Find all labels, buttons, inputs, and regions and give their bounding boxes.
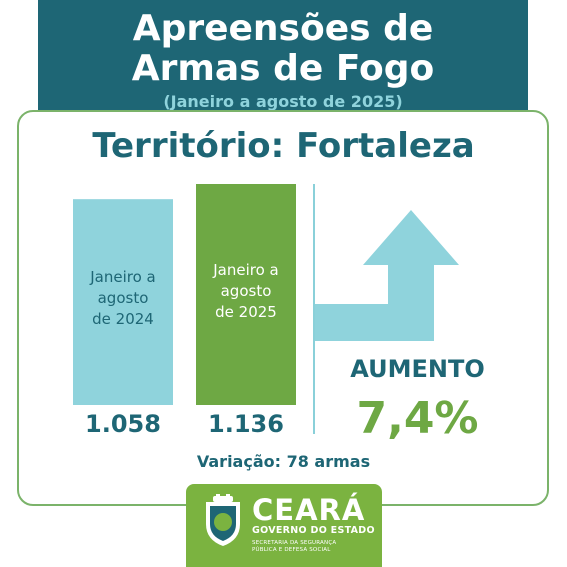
territory-title: Território: Fortaleza [92,126,475,166]
variation-text: Variação: 78 armas [196,452,371,471]
footer-logo-block: CEARÁ GOVERNO DO ESTADO SECRETARIA DA SE… [186,484,382,567]
divider-line [313,184,315,434]
subtitle: (Janeiro a agosto de 2025) [163,92,403,111]
brand-name: CEARÁ [252,493,366,527]
bar-value-label: 1.136 [208,410,284,438]
bar-category-line: Janeiro a [213,260,279,279]
ceara-crest-icon [206,494,240,546]
bar-category-line: de 2025 [215,302,277,321]
change-percent: 7,4% [356,393,479,444]
title-line-2: Armas de Fogo [131,48,435,89]
secretariat-name: SECRETARIA DA SEGURANÇA PÚBLICA E DEFESA… [252,540,372,554]
bar-category-line: Janeiro a [90,268,156,287]
bar-value-label: 1.058 [85,410,161,438]
change-label: AUMENTO [350,355,485,383]
bar-category-line: agosto [97,289,149,308]
bar-category-label: Janeiro a agosto de 2025 [196,260,296,323]
brand-subtitle: GOVERNO DO ESTADO [252,525,375,536]
bar-1 [196,184,296,405]
secretariat-line-1: SECRETARIA DA SEGURANÇA [252,540,337,546]
bar-category-line: de 2024 [92,310,154,329]
title-line-1: Apreensões de [132,8,434,49]
bar-category-line: agosto [220,281,272,300]
bar-0 [73,199,173,405]
secretariat-line-2: PÚBLICA E DEFESA SOCIAL [252,547,331,553]
bar-category-label: Janeiro a agosto de 2024 [73,267,173,330]
header-banner: Apreensões de Armas de Fogo (Janeiro a a… [38,0,528,114]
